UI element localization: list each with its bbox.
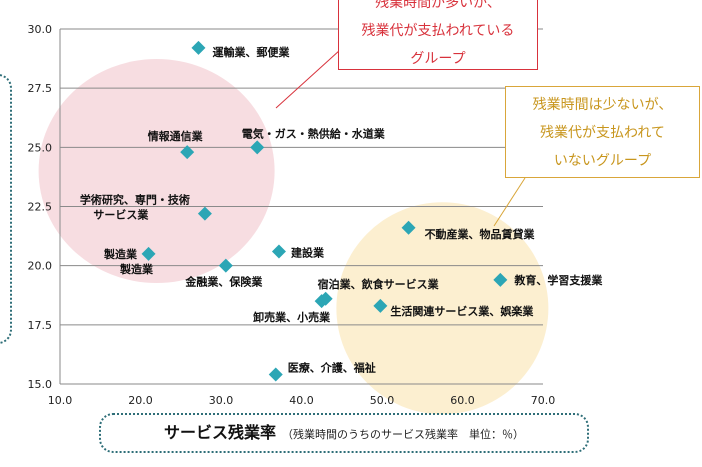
x-axis-title-note: （残業時間のうちのサービス残業率 単位：％） xyxy=(282,428,524,441)
data-point xyxy=(401,220,416,235)
callout-overtime-unpaid-line-3: いないグループ xyxy=(553,153,652,169)
data-point xyxy=(268,367,283,382)
data-label: 製造業 xyxy=(103,247,138,261)
data-label: 金融業、保険業 xyxy=(184,275,263,289)
data-point xyxy=(191,40,206,55)
data-label: 卸売業、小売業 xyxy=(253,310,331,324)
data-point xyxy=(197,206,212,221)
data-label-line: 学術研究、専門・技術 xyxy=(80,193,190,207)
x-tick-label: 10.0 xyxy=(48,394,73,407)
x-tick-label: 60.0 xyxy=(450,394,475,407)
data-point xyxy=(493,272,508,287)
data-label: 電気・ガス・熱供給・水道業 xyxy=(242,126,386,140)
x-tick-label: 30.0 xyxy=(209,394,234,407)
callout-overtime-unpaid: 残業時間は少ないが、 残業代が支払われて いないグループ xyxy=(505,86,700,178)
data-label-line: サービス業 xyxy=(93,208,149,222)
y-tick-label: 15.0 xyxy=(28,378,53,391)
data-point xyxy=(373,298,388,313)
y-axis-title-bracket xyxy=(0,74,12,344)
callout-connector-red xyxy=(275,49,341,109)
y-tick-label: 22.5 xyxy=(28,201,53,214)
callout-overtime-paid-line-2: 残業代が支払われている xyxy=(361,23,515,39)
x-tick-label: 20.0 xyxy=(128,394,153,407)
data-point xyxy=(314,294,329,309)
y-tick-label: 17.5 xyxy=(28,319,53,332)
x-tick-label: 70.0 xyxy=(531,394,556,407)
data-point xyxy=(180,145,195,160)
callout-overtime-paid-line-3: グループ xyxy=(410,51,466,67)
data-label: 運輸業、郵便業 xyxy=(212,45,290,59)
y-tick-label: 27.5 xyxy=(28,82,53,95)
data-label: 医療、介護、福祉 xyxy=(288,361,376,375)
data-label: 不動産業、物品賃貸業 xyxy=(425,227,536,241)
data-label: 情報通信業 xyxy=(148,129,204,143)
callout-overtime-unpaid-line-1: 残業時間は少ないが、 xyxy=(532,97,673,113)
x-axis-title: サービス残業率 xyxy=(163,423,276,442)
x-tick-label: 40.0 xyxy=(289,394,314,407)
callout-overtime-paid-line-1: 残業時間が多いが、 xyxy=(375,0,501,11)
data-label: 製造業 xyxy=(119,262,154,276)
data-point xyxy=(250,140,265,155)
x-tick-label: 50.0 xyxy=(370,394,395,407)
data-point xyxy=(271,244,286,259)
x-axis-title-box: サービス残業率 （残業時間のうちのサービス残業率 単位：％） xyxy=(99,413,589,453)
callout-overtime-paid: 残業時間が多いが、 残業代が支払われている グループ xyxy=(338,0,538,70)
data-label: 学術研究、専門・技術サービス業 xyxy=(80,193,190,222)
y-tick-label: 25.0 xyxy=(28,141,53,154)
data-label: 教育、学習支援業 xyxy=(513,273,603,287)
data-label: 建設業 xyxy=(291,245,325,259)
data-label: 生活関連サービス業、娯楽業 xyxy=(390,304,534,318)
data-point xyxy=(218,258,233,273)
data-point xyxy=(141,246,156,261)
data-label: 宿泊業、飲食サービス業 xyxy=(318,277,440,291)
y-tick-label: 30.0 xyxy=(28,23,53,36)
callout-overtime-unpaid-line-2: 残業代が支払われて xyxy=(540,125,665,141)
group-circle-1 xyxy=(38,59,275,283)
callout-connector-gold xyxy=(493,177,526,227)
group-circle-2 xyxy=(336,202,549,415)
y-tick-label: 20.0 xyxy=(28,260,53,273)
